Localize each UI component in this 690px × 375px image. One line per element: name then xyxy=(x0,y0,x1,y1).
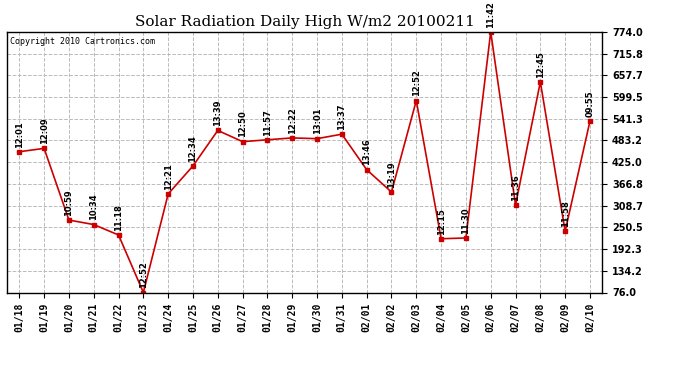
Text: 11:42: 11:42 xyxy=(486,1,495,28)
Text: Copyright 2010 Cartronics.com: Copyright 2010 Cartronics.com xyxy=(10,37,155,46)
Text: 13:19: 13:19 xyxy=(387,161,396,188)
Text: 09:55: 09:55 xyxy=(585,90,595,117)
Text: 10:59: 10:59 xyxy=(64,189,73,216)
Text: 11:57: 11:57 xyxy=(263,109,272,136)
Text: 13:46: 13:46 xyxy=(362,139,371,165)
Text: 12:34: 12:34 xyxy=(188,135,197,162)
Text: 11:58: 11:58 xyxy=(561,200,570,227)
Text: 11:30: 11:30 xyxy=(462,207,471,234)
Text: 12:15: 12:15 xyxy=(437,208,446,235)
Text: 12:09: 12:09 xyxy=(39,118,48,144)
Text: 12:21: 12:21 xyxy=(164,163,172,190)
Text: 10:34: 10:34 xyxy=(89,194,98,220)
Text: 12:01: 12:01 xyxy=(14,121,24,148)
Text: 13:01: 13:01 xyxy=(313,108,322,135)
Text: 13:37: 13:37 xyxy=(337,104,346,130)
Text: 12:52: 12:52 xyxy=(412,69,421,96)
Text: 11:36: 11:36 xyxy=(511,174,520,201)
Title: Solar Radiation Daily High W/m2 20100211: Solar Radiation Daily High W/m2 20100211 xyxy=(135,15,475,29)
Text: 12:52: 12:52 xyxy=(139,261,148,288)
Text: 12:45: 12:45 xyxy=(536,51,545,78)
Text: 12:22: 12:22 xyxy=(288,107,297,134)
Text: 12:50: 12:50 xyxy=(238,111,247,138)
Text: 13:39: 13:39 xyxy=(213,100,222,126)
Text: 11:18: 11:18 xyxy=(114,204,123,231)
